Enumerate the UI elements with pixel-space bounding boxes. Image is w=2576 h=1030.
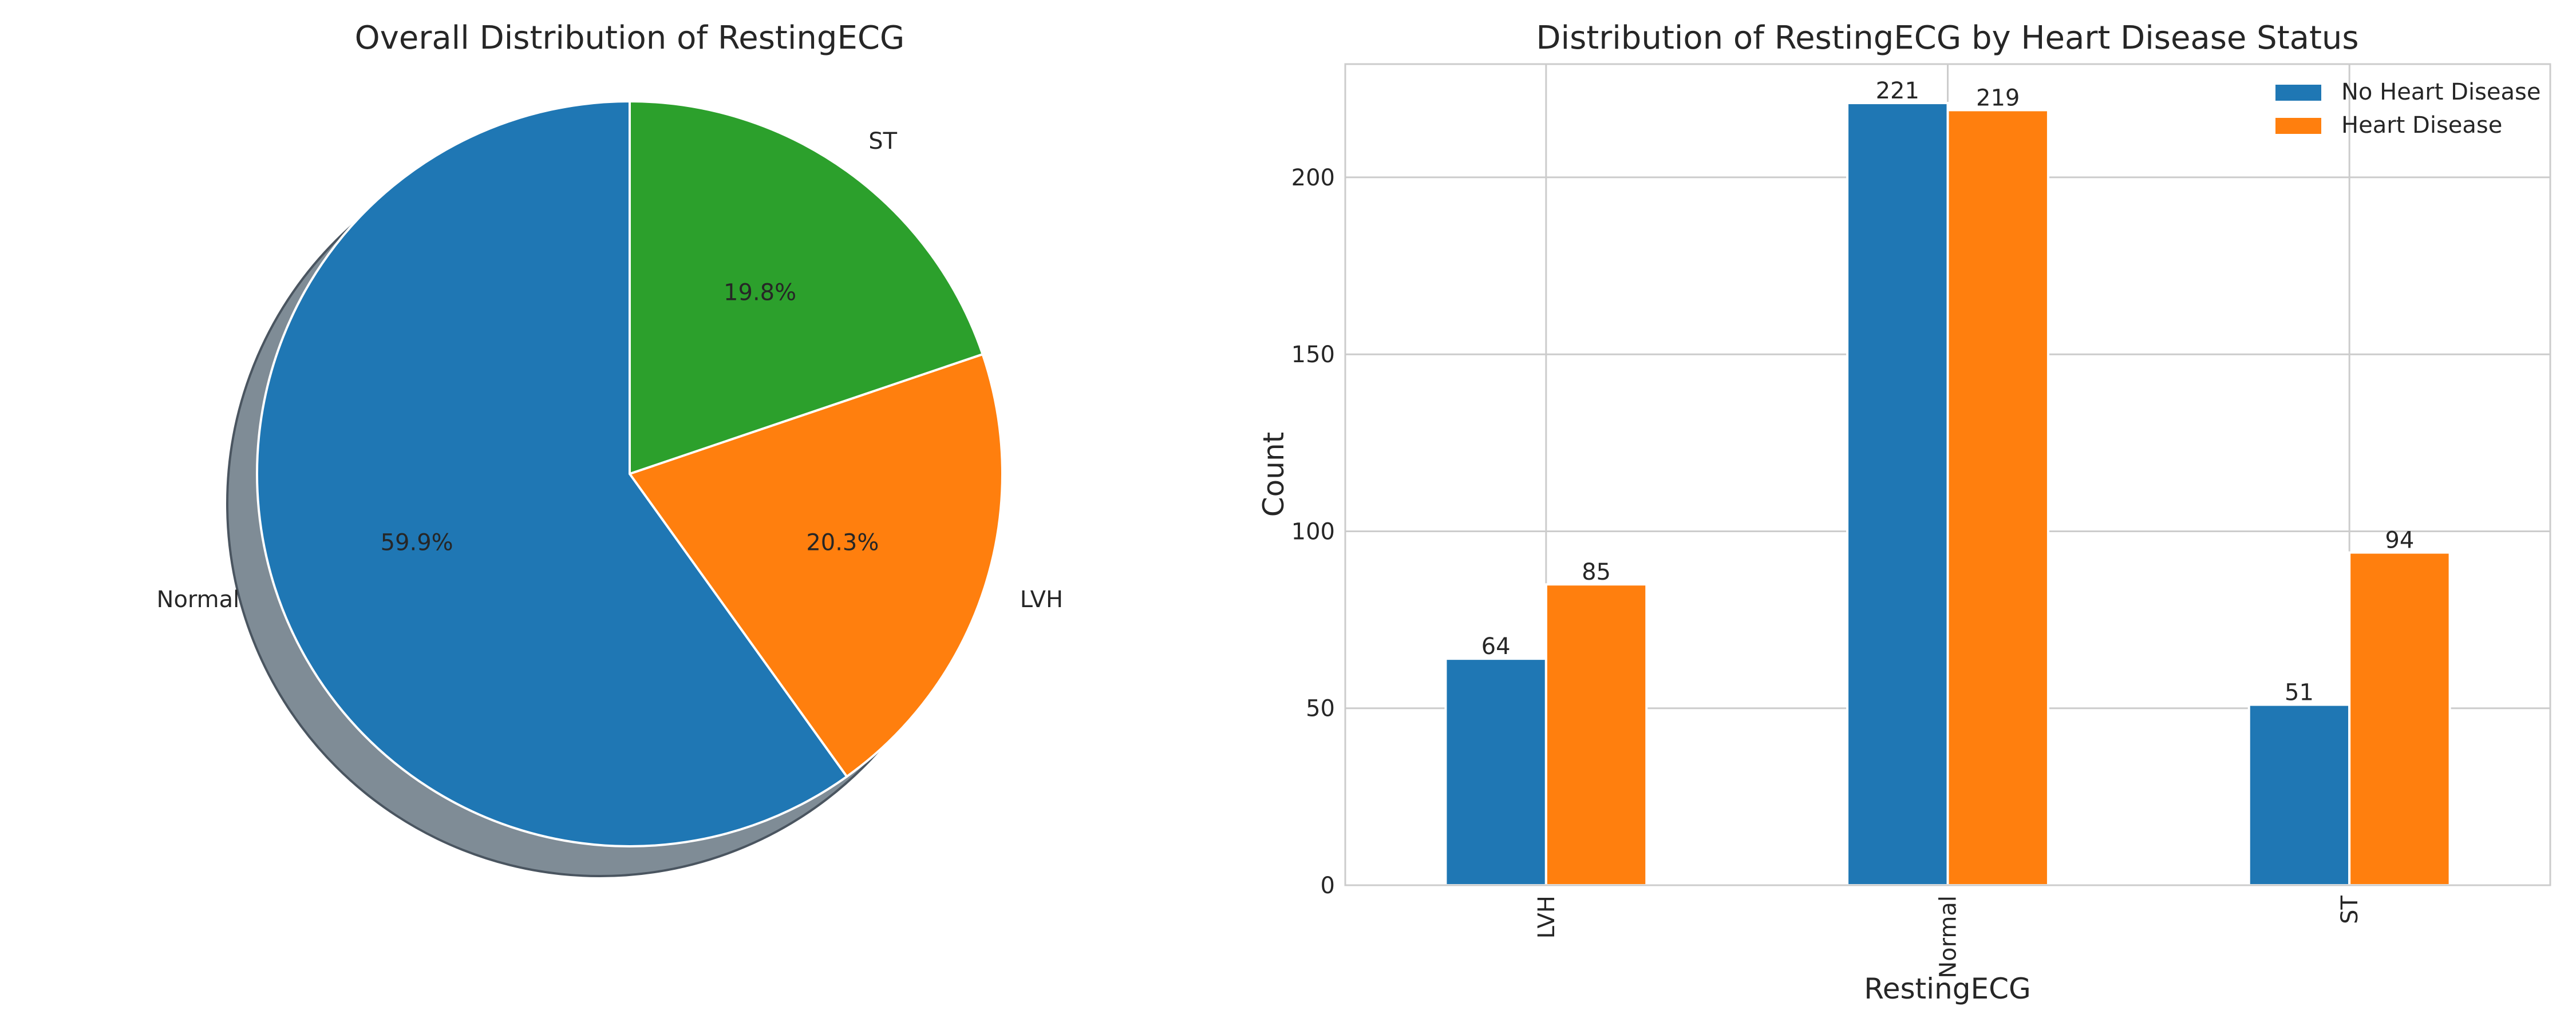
y-axis-label: Count [1257, 432, 1290, 517]
bar-no-heart-disease-lvh [1444, 657, 1547, 886]
x-tick-label-normal: Normal [1935, 896, 1962, 978]
pie-percent-lvh: 20.3% [806, 530, 879, 556]
bar-heart-disease-st [2348, 551, 2451, 886]
data-label-no-heart-disease-normal: 221 [1876, 78, 1919, 104]
bar-chart: Distribution of RestingECG by Heart Dise… [1257, 19, 2551, 1005]
x-tick-label-lvh: LVH [1534, 896, 1560, 938]
data-labels: 64 221 51 85 219 94 [1481, 78, 2415, 706]
legend-swatch-heart-disease [2275, 118, 2321, 134]
pie-slices [256, 100, 1003, 847]
pie-labels: 59.9% Normal 20.3% LVH 19.8% ST [157, 128, 1064, 613]
data-label-heart-disease-st: 94 [2385, 528, 2414, 554]
bar-no-heart-disease-st [2247, 703, 2351, 886]
x-tick-label-st: ST [2337, 895, 2363, 924]
y-tick-label: 100 [1291, 518, 1335, 545]
bar-no-heart-disease-normal [1846, 102, 1949, 886]
data-label-heart-disease-normal: 219 [1976, 85, 2020, 111]
pie-label-st: ST [868, 128, 897, 154]
pie-slice-normal [256, 100, 848, 847]
pie-percent-normal: 59.9% [381, 530, 453, 556]
y-tick-labels: 0 50 100 150 200 [1291, 165, 1335, 899]
legend-label-no-heart-disease: No Heart Disease [2341, 79, 2541, 105]
bar-heart-disease-lvh [1544, 583, 1648, 886]
pie-label-normal: Normal [157, 587, 240, 613]
x-axis-label: RestingECG [1864, 972, 2030, 1005]
bar-heart-disease-normal [1946, 109, 2049, 887]
data-label-heart-disease-lvh: 85 [1582, 559, 1611, 585]
pie-slice-lvh [629, 353, 1003, 778]
legend-label-heart-disease: Heart Disease [2341, 112, 2502, 138]
data-label-no-heart-disease-lvh: 64 [1481, 633, 1511, 660]
y-tick-label: 50 [1306, 696, 1335, 722]
legend: No Heart Disease Heart Disease [2275, 79, 2541, 138]
legend-swatch-no-heart-disease [2275, 85, 2321, 101]
pie-chart: Overall Distribution of RestingECG 59.9%… [157, 19, 1064, 877]
bars [1444, 102, 2451, 887]
pie-percent-st: 19.8% [724, 280, 796, 306]
plot-frame [1344, 63, 2551, 886]
x-tick-labels: LVH Normal ST [1534, 895, 2363, 978]
pie-chart-title: Overall Distribution of RestingECG [355, 19, 905, 57]
y-tick-label: 150 [1291, 342, 1335, 368]
pie-label-lvh: LVH [1020, 587, 1063, 613]
pie-slice-st [629, 100, 984, 475]
data-label-no-heart-disease-st: 51 [2285, 680, 2314, 706]
y-tick-label: 200 [1291, 165, 1335, 191]
bar-chart-title: Distribution of RestingECG by Heart Dise… [1536, 19, 2358, 57]
y-tick-label: 0 [1321, 873, 1335, 899]
